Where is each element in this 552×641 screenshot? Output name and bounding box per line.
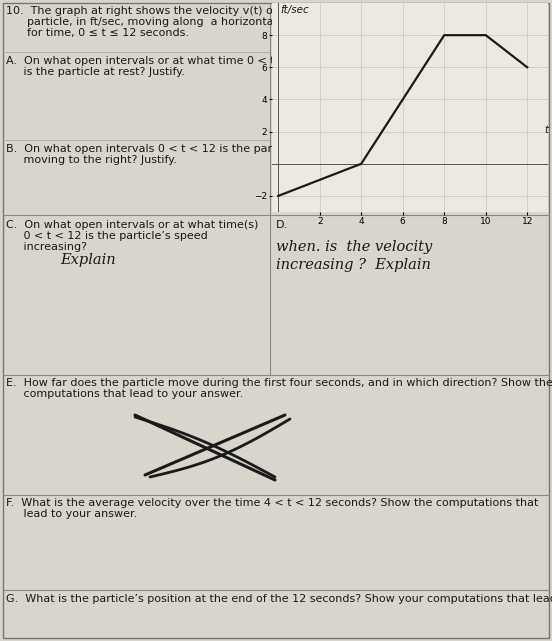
Text: F.  What is the average velocity over the time 4 < t < 12 seconds? Show the comp: F. What is the average velocity over the… bbox=[6, 498, 538, 508]
Text: when. is  the velocity: when. is the velocity bbox=[276, 240, 432, 254]
Text: computations that lead to your answer.: computations that lead to your answer. bbox=[6, 389, 243, 399]
Text: particle, in ft/sec, moving along  a horizontal line: particle, in ft/sec, moving along a hori… bbox=[6, 17, 300, 27]
Text: D.: D. bbox=[276, 220, 288, 230]
Text: for time, 0 ≤ t ≤ 12 seconds.: for time, 0 ≤ t ≤ 12 seconds. bbox=[6, 28, 189, 38]
Text: C.  On what open intervals or at what time(s): C. On what open intervals or at what tim… bbox=[6, 220, 258, 230]
Text: E.  How far does the particle move during the first four seconds, and in which d: E. How far does the particle move during… bbox=[6, 378, 552, 388]
Text: 10.  The graph at right shows the velocity v(t) of a: 10. The graph at right shows the velocit… bbox=[6, 6, 287, 16]
Text: ft/sec: ft/sec bbox=[280, 5, 309, 15]
Text: Explain: Explain bbox=[60, 253, 115, 267]
Text: lead to your answer.: lead to your answer. bbox=[6, 509, 137, 519]
Text: moving to the right? Justify.: moving to the right? Justify. bbox=[6, 155, 177, 165]
Text: increasing ?  Explain: increasing ? Explain bbox=[276, 258, 431, 272]
Text: is the particle at rest? Justify.: is the particle at rest? Justify. bbox=[6, 67, 185, 77]
Text: 0 < t < 12 is the particle’s speed: 0 < t < 12 is the particle’s speed bbox=[6, 231, 208, 241]
Text: G.  What is the particle’s position at the end of the 12 seconds? Show your comp: G. What is the particle’s position at th… bbox=[6, 594, 552, 604]
Text: B.  On what open intervals 0 < t < 12 is the particle: B. On what open intervals 0 < t < 12 is … bbox=[6, 144, 296, 154]
Text: t: t bbox=[544, 126, 548, 135]
Text: increasing?: increasing? bbox=[6, 242, 87, 252]
Text: A.  On what open intervals or at what time 0 < t < 12: A. On what open intervals or at what tim… bbox=[6, 56, 305, 66]
